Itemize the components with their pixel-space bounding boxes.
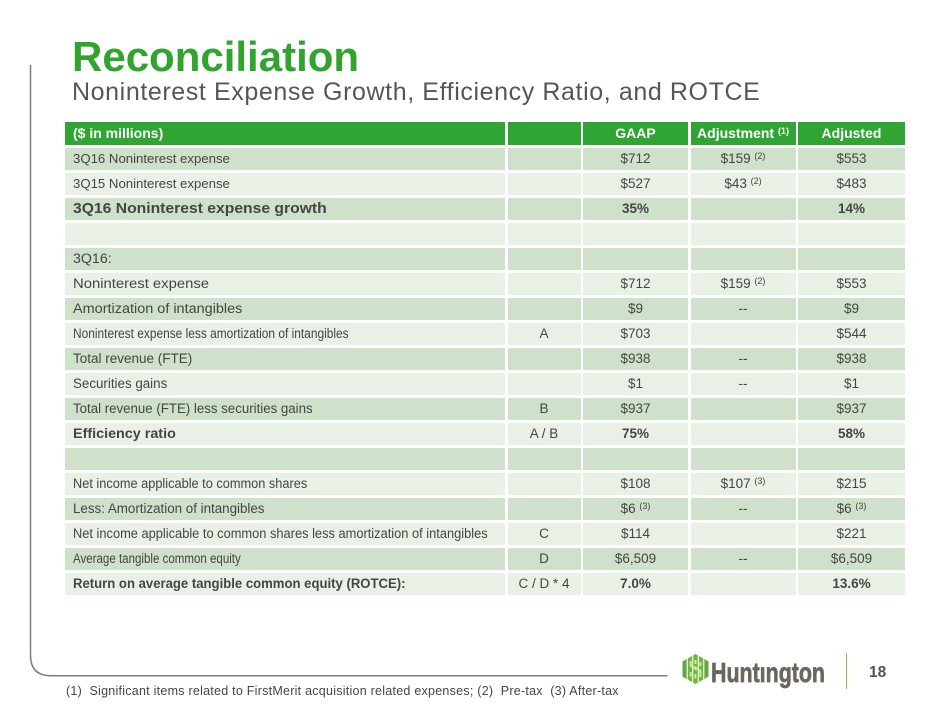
svg-text:Huntıngton: Huntıngton xyxy=(711,657,825,688)
